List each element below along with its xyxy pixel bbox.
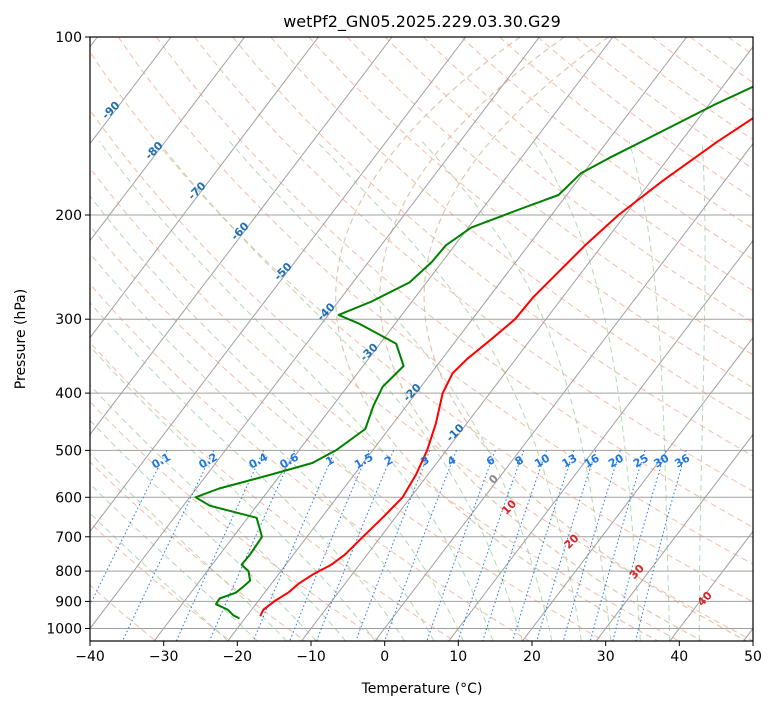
y-tick-label: 600 bbox=[55, 490, 82, 506]
x-axis-label: Temperature (°C) bbox=[361, 681, 483, 697]
y-tick-label: 300 bbox=[55, 312, 82, 328]
x-tick-label: −10 bbox=[296, 649, 326, 665]
y-axis-label: Pressure (hPa) bbox=[13, 289, 29, 389]
y-tick-label: 1000 bbox=[46, 622, 82, 638]
y-tick-label: 500 bbox=[55, 443, 82, 459]
x-tick-label: −40 bbox=[75, 649, 105, 665]
y-tick-label: 100 bbox=[55, 30, 82, 46]
x-tick-label: 30 bbox=[597, 649, 615, 665]
y-tick-label: 200 bbox=[55, 208, 82, 224]
x-tick-label: −20 bbox=[223, 649, 253, 665]
x-tick-label: 40 bbox=[670, 649, 688, 665]
x-tick-label: −30 bbox=[149, 649, 179, 665]
x-tick-label: 10 bbox=[449, 649, 467, 665]
x-tick-label: 20 bbox=[523, 649, 541, 665]
y-tick-label: 700 bbox=[55, 530, 82, 546]
x-tick-label: 0 bbox=[380, 649, 389, 665]
x-tick-label: 50 bbox=[744, 649, 762, 665]
y-tick-label: 900 bbox=[55, 594, 82, 610]
y-tick-label: 400 bbox=[55, 386, 82, 402]
y-tick-label: 800 bbox=[55, 564, 82, 580]
chart-title: wetPf2_GN05.2025.229.03.30.G29 bbox=[283, 12, 561, 32]
